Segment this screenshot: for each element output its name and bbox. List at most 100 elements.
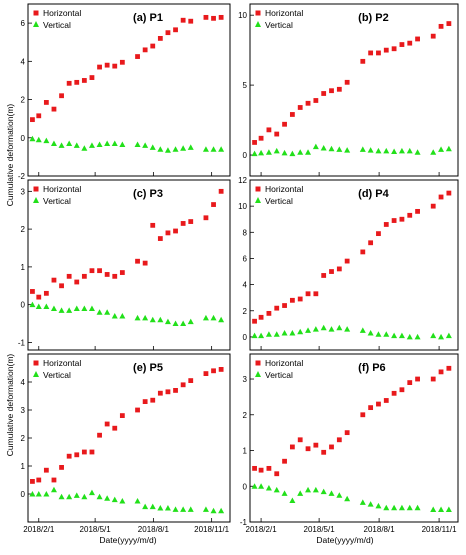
legend-marker-horizontal: [255, 186, 261, 192]
point-horizontal: [150, 397, 156, 403]
point-horizontal: [336, 266, 342, 272]
y-tick-label: -1: [18, 338, 26, 347]
point-horizontal: [97, 268, 102, 274]
point-vertical: [430, 506, 437, 512]
point-vertical: [119, 313, 126, 319]
point-vertical: [336, 492, 343, 498]
point-vertical: [391, 332, 398, 339]
point-vertical: [104, 140, 111, 147]
point-vertical: [119, 498, 126, 504]
legend-label-horizontal: Horizontal: [265, 8, 303, 18]
point-horizontal: [321, 91, 327, 96]
y-tick-label: 6: [243, 254, 248, 263]
panel-1: -2 0 2 4 6 (a) P1 Horizontal Vertical: [18, 3, 231, 181]
legend-marker-vertical: [33, 21, 39, 27]
point-vertical: [73, 492, 80, 498]
legend-marker-horizontal: [255, 360, 261, 366]
point-horizontal: [89, 75, 95, 80]
y-tick-label: 3: [21, 406, 26, 415]
point-horizontal: [336, 86, 342, 92]
legend-marker-horizontal: [33, 360, 39, 366]
point-horizontal: [407, 380, 413, 385]
point-horizontal: [329, 269, 334, 274]
y-tick-label: 5: [243, 81, 248, 90]
point-vertical: [391, 148, 398, 155]
panel-2: 0 5 10 (b) P2 Horizontal Vertical: [238, 3, 459, 177]
point-vertical: [218, 507, 225, 514]
point-vertical: [258, 332, 265, 339]
point-vertical: [164, 318, 171, 325]
panel-title: (b) P2: [358, 12, 389, 24]
point-horizontal: [188, 378, 194, 383]
y-tick-label: 8: [243, 228, 248, 237]
point-vertical: [149, 503, 156, 510]
y-tick-label: 1: [21, 462, 26, 471]
x-tick-label: 2018/5/1: [80, 525, 112, 534]
point-horizontal: [391, 218, 397, 223]
point-vertical: [320, 324, 327, 331]
point-vertical: [312, 326, 319, 332]
point-vertical: [187, 144, 194, 150]
panel-6: -1 0 1 2 3 2018/2/1 2018/5/1 2018/8/1 2018/11/1 (…: [240, 353, 459, 534]
point-vertical: [66, 493, 73, 500]
point-vertical: [312, 143, 319, 150]
point-vertical: [180, 506, 187, 512]
point-horizontal: [203, 14, 209, 20]
panel-title: (d) P4: [358, 188, 389, 200]
point-horizontal: [368, 405, 374, 411]
point-vertical: [367, 147, 374, 153]
y-tick-label: 3: [243, 375, 248, 384]
point-vertical: [265, 149, 272, 155]
point-horizontal: [30, 117, 35, 123]
x-tick-label: 2018/2/1: [23, 525, 55, 534]
legend-label-vertical: Vertical: [265, 20, 293, 30]
point-horizontal: [360, 58, 366, 64]
y-tick-label: 10: [238, 202, 247, 211]
point-horizontal: [329, 444, 334, 450]
point-horizontal: [150, 222, 156, 228]
point-horizontal: [66, 80, 72, 86]
point-vertical: [187, 506, 194, 512]
point-vertical: [73, 142, 80, 148]
point-horizontal: [89, 449, 95, 455]
point-horizontal: [43, 467, 49, 473]
point-horizontal: [142, 260, 148, 266]
point-horizontal: [399, 216, 405, 222]
point-vertical: [58, 307, 65, 313]
point-horizontal: [313, 291, 319, 297]
point-vertical: [383, 331, 390, 337]
point-horizontal: [289, 297, 295, 303]
point-horizontal: [51, 477, 57, 483]
point-horizontal: [258, 467, 264, 473]
point-horizontal: [430, 203, 436, 209]
point-horizontal: [81, 273, 87, 279]
point-horizontal: [81, 78, 87, 83]
y-tick-label: 3: [21, 187, 26, 196]
point-horizontal: [112, 63, 118, 69]
point-horizontal: [258, 135, 264, 141]
x-tick-label: 2018/11/1: [194, 525, 230, 534]
legend-label-horizontal: Horizontal: [43, 8, 81, 18]
y-tick-label: 1: [243, 447, 248, 456]
point-vertical: [406, 333, 413, 340]
point-vertical: [320, 145, 327, 151]
point-horizontal: [336, 437, 342, 443]
point-vertical: [50, 305, 57, 311]
point-vertical: [251, 150, 258, 157]
point-vertical: [73, 305, 80, 311]
point-vertical: [305, 149, 312, 155]
point-vertical: [142, 314, 149, 321]
point-horizontal: [252, 465, 257, 471]
point-horizontal: [89, 268, 95, 274]
point-vertical: [29, 135, 36, 142]
point-vertical: [218, 316, 225, 323]
point-horizontal: [74, 452, 80, 458]
point-horizontal: [360, 249, 366, 255]
legend-label-vertical: Vertical: [43, 370, 71, 380]
point-vertical: [289, 330, 296, 336]
point-horizontal: [180, 382, 186, 388]
point-vertical: [81, 305, 88, 311]
point-vertical: [50, 140, 57, 147]
point-horizontal: [173, 27, 178, 33]
point-vertical: [445, 145, 452, 152]
